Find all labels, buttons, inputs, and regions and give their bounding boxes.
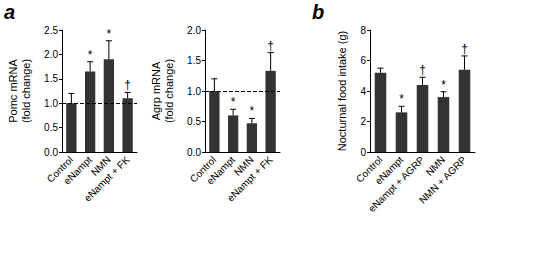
svg-text:a: a xyxy=(4,1,15,23)
svg-text:2.0: 2.0 xyxy=(44,49,58,60)
svg-text:0.0: 0.0 xyxy=(187,147,201,158)
svg-text:NMN: NMN xyxy=(88,154,113,178)
svg-text:Pomc mRNA: Pomc mRNA xyxy=(7,59,19,123)
svg-text:Control: Control xyxy=(353,154,385,185)
svg-text:6: 6 xyxy=(360,55,366,66)
svg-text:(fold change): (fold change) xyxy=(20,59,32,123)
svg-text:eNampt + FK: eNampt + FK xyxy=(225,154,275,204)
svg-text:†: † xyxy=(267,39,274,53)
svg-text:1.5: 1.5 xyxy=(187,55,201,66)
svg-text:4: 4 xyxy=(360,86,366,97)
svg-text:NMN + AGRP: NMN + AGRP xyxy=(417,154,469,206)
svg-text:1.0: 1.0 xyxy=(44,98,58,109)
svg-text:0.0: 0.0 xyxy=(44,147,58,158)
svg-text:*: * xyxy=(231,95,236,109)
svg-text:*: * xyxy=(88,48,93,62)
svg-text:eNampt + AGRP: eNampt + AGRP xyxy=(366,154,426,214)
svg-text:†: † xyxy=(419,63,426,77)
svg-text:Agrp mRNA: Agrp mRNA xyxy=(150,61,162,120)
svg-text:1.0: 1.0 xyxy=(187,86,201,97)
svg-text:eNampt: eNampt xyxy=(61,154,94,187)
svg-text:†: † xyxy=(461,42,468,56)
svg-text:Control: Control xyxy=(44,154,76,185)
svg-text:Nocturnal food intake (g): Nocturnal food intake (g) xyxy=(336,31,348,151)
svg-text:b: b xyxy=(312,1,324,23)
svg-text:eNampt: eNampt xyxy=(204,154,237,187)
svg-text:2.0: 2.0 xyxy=(187,25,201,36)
svg-text:*: * xyxy=(399,92,404,106)
svg-text:NMN: NMN xyxy=(231,154,256,178)
svg-text:eNampt + FK: eNampt + FK xyxy=(82,154,132,204)
svg-text:8: 8 xyxy=(360,25,366,36)
svg-text:2.5: 2.5 xyxy=(44,25,58,36)
svg-text:0.5: 0.5 xyxy=(187,116,201,127)
svg-text:Control: Control xyxy=(187,154,219,185)
svg-text:0: 0 xyxy=(360,147,366,158)
svg-text:2: 2 xyxy=(360,116,366,127)
svg-text:1.5: 1.5 xyxy=(44,73,58,84)
svg-text:†: † xyxy=(124,78,131,92)
svg-text:*: * xyxy=(250,104,255,118)
svg-text:0.5: 0.5 xyxy=(44,122,58,133)
svg-text:*: * xyxy=(441,78,446,92)
svg-text:(fold change): (fold change) xyxy=(163,59,175,123)
svg-text:*: * xyxy=(107,27,112,41)
